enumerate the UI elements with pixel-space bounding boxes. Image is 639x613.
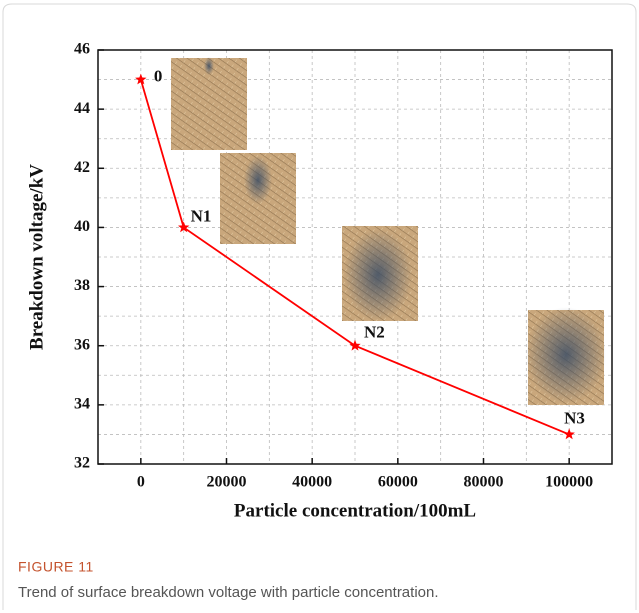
x-tick-label: 80000 xyxy=(464,474,504,491)
stain xyxy=(344,229,412,321)
plot-frame xyxy=(97,49,613,465)
x-tick-label: 40000 xyxy=(292,474,332,491)
series-line xyxy=(139,79,570,436)
point-label: N1 xyxy=(191,206,212,225)
figure-border xyxy=(2,3,637,610)
marker xyxy=(178,221,190,233)
y-axis-label: Breakdown voltage/kV xyxy=(26,164,47,350)
point-label: N3 xyxy=(564,408,585,427)
x-axis-label: Particle concentration/100mL xyxy=(234,500,476,521)
point-label: N2 xyxy=(364,323,385,342)
y-tick-label: 38 xyxy=(74,277,90,294)
x-tick-label: 20000 xyxy=(207,474,247,491)
stain xyxy=(204,57,214,75)
y-tick-label: 42 xyxy=(74,159,90,176)
y-tick-label: 40 xyxy=(74,218,90,235)
y-tick-label: 36 xyxy=(74,336,90,353)
y-tick-label: 46 xyxy=(74,41,90,58)
figure-label: FIGURE 11 xyxy=(18,559,94,575)
stain xyxy=(244,156,272,204)
x-tick-label: 100000 xyxy=(545,474,593,491)
y-tick-label: 34 xyxy=(74,396,90,413)
x-tick-label: 0 xyxy=(137,474,145,491)
stain xyxy=(526,307,606,403)
marker xyxy=(349,339,361,351)
caption: Trend of surface breakdown voltage with … xyxy=(18,584,439,601)
photos xyxy=(171,57,606,405)
x-tick-label: 60000 xyxy=(378,474,418,491)
marker xyxy=(135,73,147,85)
marker xyxy=(563,428,575,440)
y-tick-label: 44 xyxy=(74,100,90,117)
point-label: 0 xyxy=(154,66,163,85)
y-tick-label: 32 xyxy=(74,455,90,472)
